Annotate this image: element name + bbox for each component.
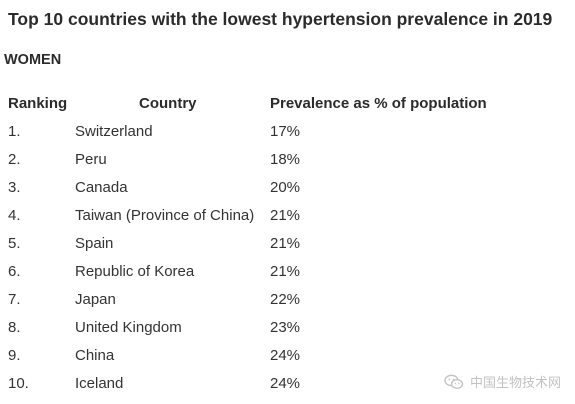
prevalence-cell: 24% bbox=[270, 347, 301, 364]
country-cell: Taiwan (Province of China) bbox=[75, 207, 255, 224]
page-title: Top 10 countries with the lowest hyperte… bbox=[8, 9, 553, 29]
rank-cell: 10. bbox=[8, 375, 29, 392]
country-cell: Switzerland bbox=[75, 123, 153, 140]
ranking-table: Ranking Country Prevalence as % of popul… bbox=[0, 93, 575, 401]
header-ranking: Ranking bbox=[8, 95, 68, 112]
prevalence-cell: 22% bbox=[270, 291, 301, 308]
section-subtitle: WOMEN bbox=[4, 52, 62, 68]
prevalence-cell: 21% bbox=[270, 235, 301, 252]
table-row: 3. Canada 20% bbox=[0, 177, 575, 205]
table-row: 7. Japan 22% bbox=[0, 289, 575, 317]
prevalence-cell: 20% bbox=[270, 179, 301, 196]
prevalence-cell: 21% bbox=[270, 207, 301, 224]
rank-cell: 8. bbox=[8, 319, 21, 336]
rank-cell: 7. bbox=[8, 291, 21, 308]
country-cell: Japan bbox=[75, 291, 116, 308]
prevalence-cell: 21% bbox=[270, 263, 301, 280]
table-row: 9. China 24% bbox=[0, 345, 575, 373]
country-cell: Canada bbox=[75, 179, 128, 196]
rank-cell: 5. bbox=[8, 235, 21, 252]
country-cell: United Kingdom bbox=[75, 319, 182, 336]
table-row: 10. Iceland 24% bbox=[0, 373, 575, 401]
prevalence-cell: 18% bbox=[270, 151, 301, 168]
table-row: 4. Taiwan (Province of China) 21% bbox=[0, 205, 575, 233]
prevalence-cell: 24% bbox=[270, 375, 301, 392]
country-cell: Iceland bbox=[75, 375, 124, 392]
rank-cell: 9. bbox=[8, 347, 21, 364]
country-cell: Republic of Korea bbox=[75, 263, 195, 280]
rank-cell: 4. bbox=[8, 207, 21, 224]
prevalence-cell: 17% bbox=[270, 123, 301, 140]
rank-cell: 1. bbox=[8, 123, 21, 140]
rank-cell: 6. bbox=[8, 263, 21, 280]
rank-cell: 3. bbox=[8, 179, 21, 196]
country-cell: Spain bbox=[75, 235, 114, 252]
table-row: 1. Switzerland 17% bbox=[0, 121, 575, 149]
watermark: 中国生物技术网 bbox=[444, 372, 561, 391]
table-row: 2. Peru 18% bbox=[0, 149, 575, 177]
country-cell: China bbox=[75, 347, 115, 364]
table-row: 6. Republic of Korea 21% bbox=[0, 261, 575, 289]
table-row: 5. Spain 21% bbox=[0, 233, 575, 261]
watermark-text: 中国生物技术网 bbox=[469, 375, 561, 390]
table-row: 8. United Kingdom 23% bbox=[0, 317, 575, 345]
country-cell: Peru bbox=[75, 151, 107, 168]
header-prevalence: Prevalence as % of population bbox=[270, 95, 487, 112]
table-header-row: Ranking Country Prevalence as % of popul… bbox=[0, 93, 575, 121]
prevalence-cell: 23% bbox=[270, 319, 301, 336]
wechat-icon bbox=[444, 374, 464, 390]
header-country: Country bbox=[139, 95, 197, 112]
rank-cell: 2. bbox=[8, 151, 21, 168]
